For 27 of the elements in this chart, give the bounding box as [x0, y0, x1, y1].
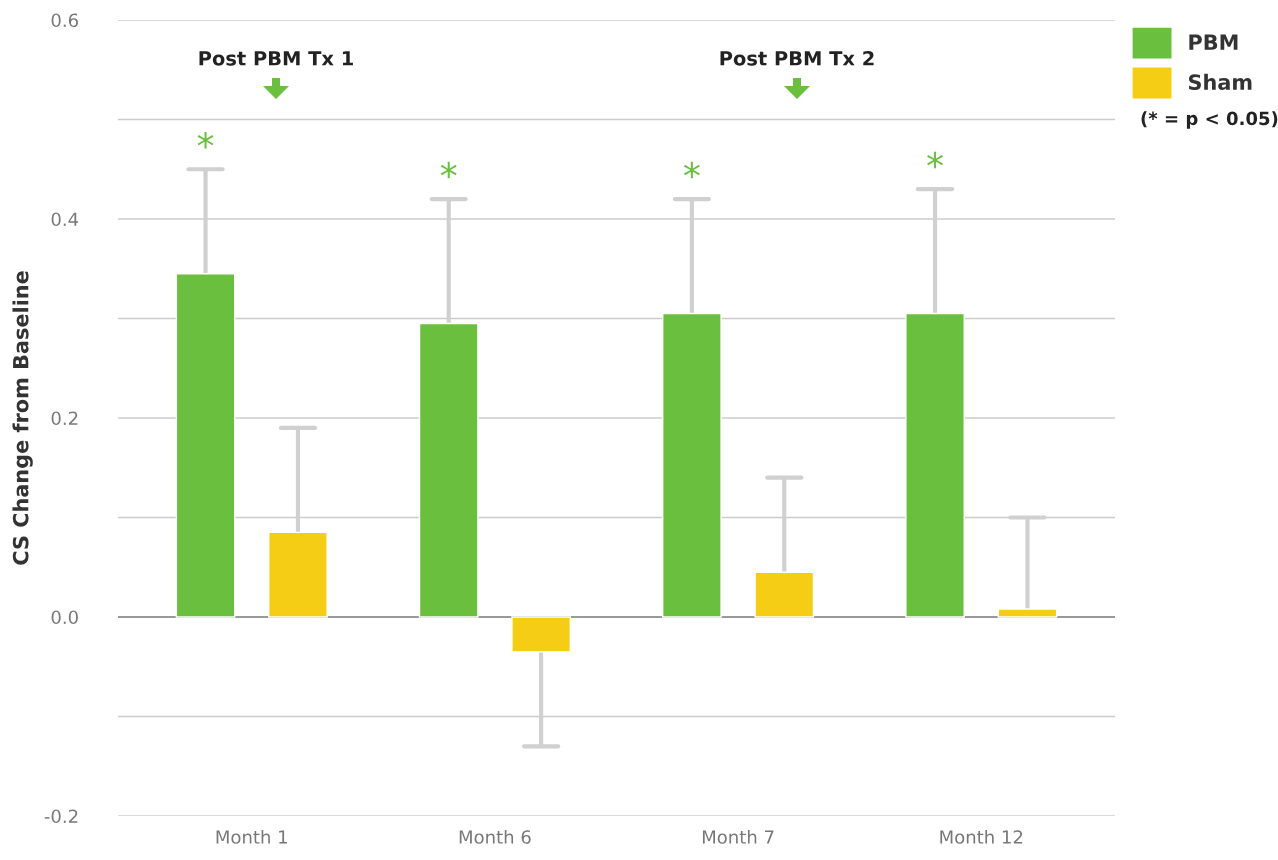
x-tick-label: Month 7	[702, 829, 774, 844]
legend-label: PBM	[1189, 34, 1238, 50]
text: (* = p < 0.05)	[1141, 111, 1278, 129]
y-tick-label: 0.4	[51, 212, 79, 227]
bar	[175, 273, 236, 618]
x-tick-label: Month 12	[940, 829, 1023, 844]
bar	[905, 312, 965, 618]
legend-label: Sham	[1188, 73, 1252, 90]
annotation: Post PBM Tx 2	[720, 50, 874, 66]
bar	[418, 322, 479, 618]
bar	[662, 312, 722, 618]
x-tick-label: Month 1	[216, 829, 287, 844]
annotation: *	[683, 161, 700, 179]
annotation: Post PBM Tx 1	[199, 51, 353, 66]
y-axis-title: CS Change from Baseline	[12, 271, 33, 565]
x-tick-label: Month 6	[459, 829, 531, 844]
y-tick-label: 0.6	[51, 13, 78, 28]
bar	[754, 571, 815, 618]
bar	[997, 608, 1058, 618]
y-tick-label: 0.2	[51, 411, 78, 426]
annotation: *	[927, 151, 943, 169]
y-tick-label: -0.2	[44, 809, 78, 824]
annotation: *	[440, 161, 457, 179]
bar	[511, 616, 571, 653]
bar	[268, 531, 328, 618]
text: 0.0	[51, 610, 78, 625]
annotation: *	[197, 131, 214, 149]
